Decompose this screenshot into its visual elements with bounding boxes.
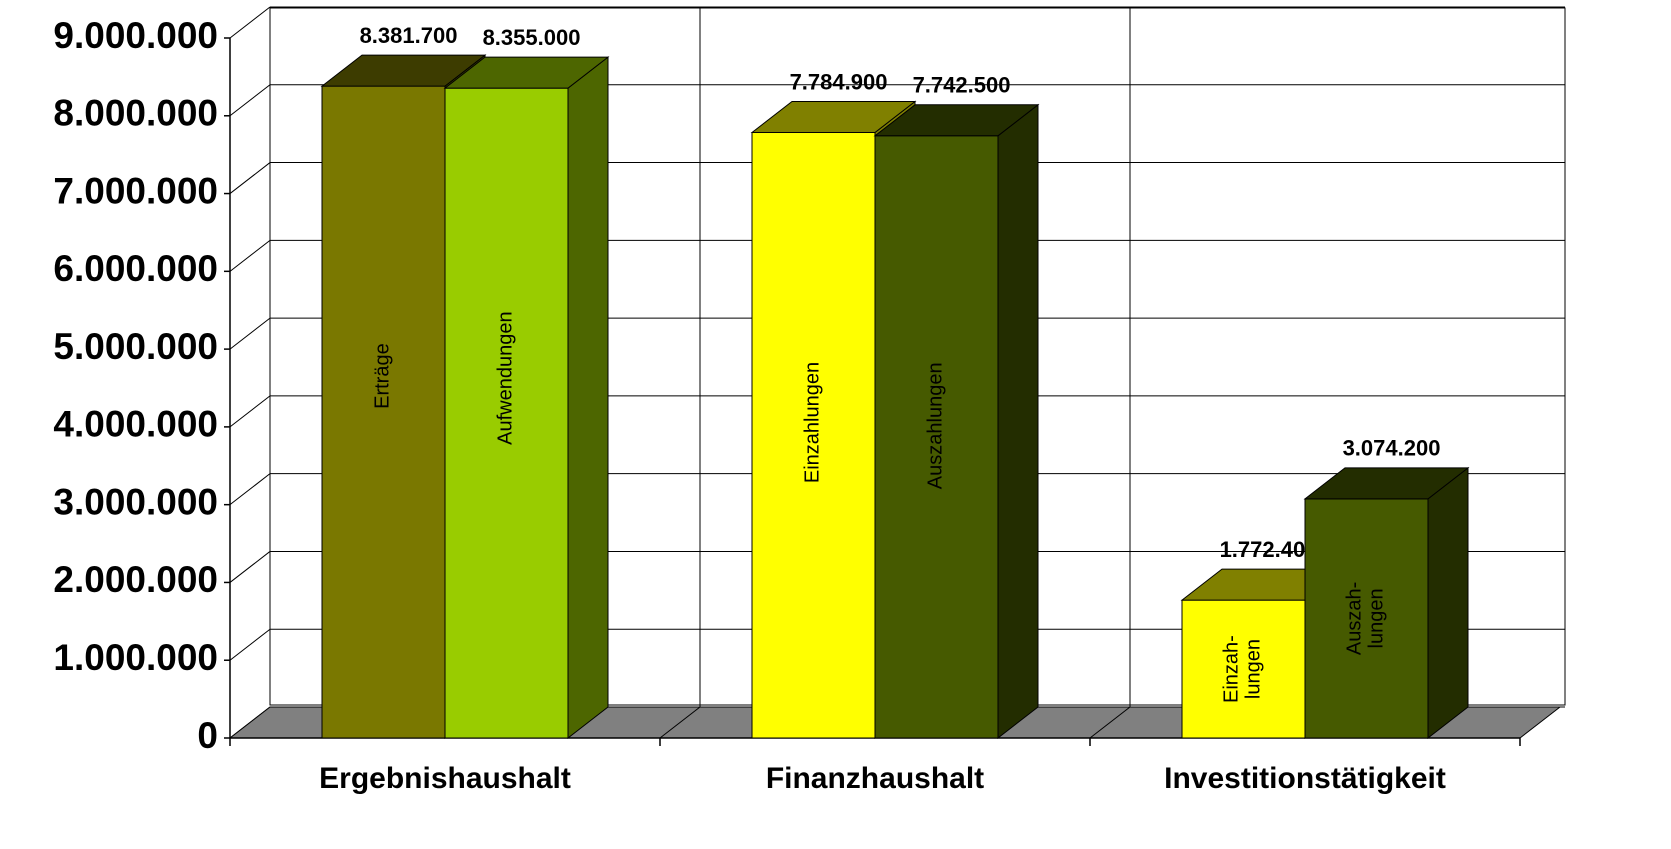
bar [1304,498,1429,739]
bar-label-line: Erträge [372,343,394,409]
value-label: 8.381.700 [360,23,458,48]
y-tick-label: 4.000.000 [53,404,218,445]
bar-label-line: lungen [1243,639,1265,699]
bar-label-group: Einzahlungen [802,362,824,483]
value-label: 7.784.900 [790,69,888,94]
wall-edge [229,317,271,350]
bar-label-line: Einzahlungen [802,362,824,483]
bar [444,87,569,739]
floor-divider [1089,706,1131,739]
y-tick-label: 3.000.000 [53,481,218,522]
bar-label: Auszah-lungen [1344,582,1388,655]
bar-top [1303,467,1470,500]
bar-label: Auszahlungen [925,362,947,489]
bar-top [443,56,610,89]
bar-label: Einzah-lungen [1221,635,1265,703]
bar-label-group: Auszahlungen [925,362,947,489]
x-tick-label: Investitionstätigkeit [1164,762,1446,795]
bar [1181,599,1306,739]
wall-edge [229,473,271,506]
bar-top [750,101,917,134]
bar-label-line: Aufwendungen [495,311,517,444]
bar-label-group: Auszah-lungen [1344,582,1388,655]
bar-label-group: Erträge [372,343,394,409]
bar-label: Einzahlungen [802,362,824,483]
x-tick-label: Finanzhaushalt [766,762,984,795]
bar [751,132,876,739]
y-tick-label: 2.000.000 [53,559,218,600]
y-tick-label: 8.000.000 [53,93,218,134]
floor-divider [659,706,701,739]
bar-label: Aufwendungen [495,311,517,444]
wall-edge [229,628,271,661]
y-tick-label: 7.000.000 [53,170,218,211]
wall-edge [229,162,271,194]
wall-edge [229,239,271,272]
bar-side [1427,466,1469,740]
wall-edge [229,551,271,583]
wall-edge [229,6,271,39]
y-tick-label: 6.000.000 [53,248,218,289]
bar-top [320,54,487,87]
y-tick-label: 9.000.000 [53,15,218,56]
value-label: 8.355.000 [483,25,581,50]
bar-side [567,56,609,740]
bar-label: Erträge [372,343,394,409]
x-tick-label: Ergebnishaushalt [319,762,571,795]
bar [321,85,446,739]
bar-label-line: Auszah- [1344,582,1366,655]
y-tick-label: 1.000.000 [53,637,218,678]
wall-edge [229,84,271,117]
y-tick-label: 5.000.000 [53,326,218,367]
value-label: 3.074.200 [1343,436,1441,461]
value-label: 1.772.400 [1220,537,1318,562]
bar-side [997,103,1039,740]
value-label: 7.742.500 [913,73,1011,98]
bar-label-line: Einzah- [1221,635,1243,703]
bar-label-group: Einzah-lungen [1221,635,1265,703]
bar-top [873,104,1040,137]
bar-label-line: lungen [1366,588,1388,648]
bar [874,135,999,739]
bar-label-group: Aufwendungen [495,311,517,444]
wall-edge [229,395,271,428]
y-tick-label: 0 [197,715,218,756]
bar-label-line: Auszahlungen [925,362,947,489]
